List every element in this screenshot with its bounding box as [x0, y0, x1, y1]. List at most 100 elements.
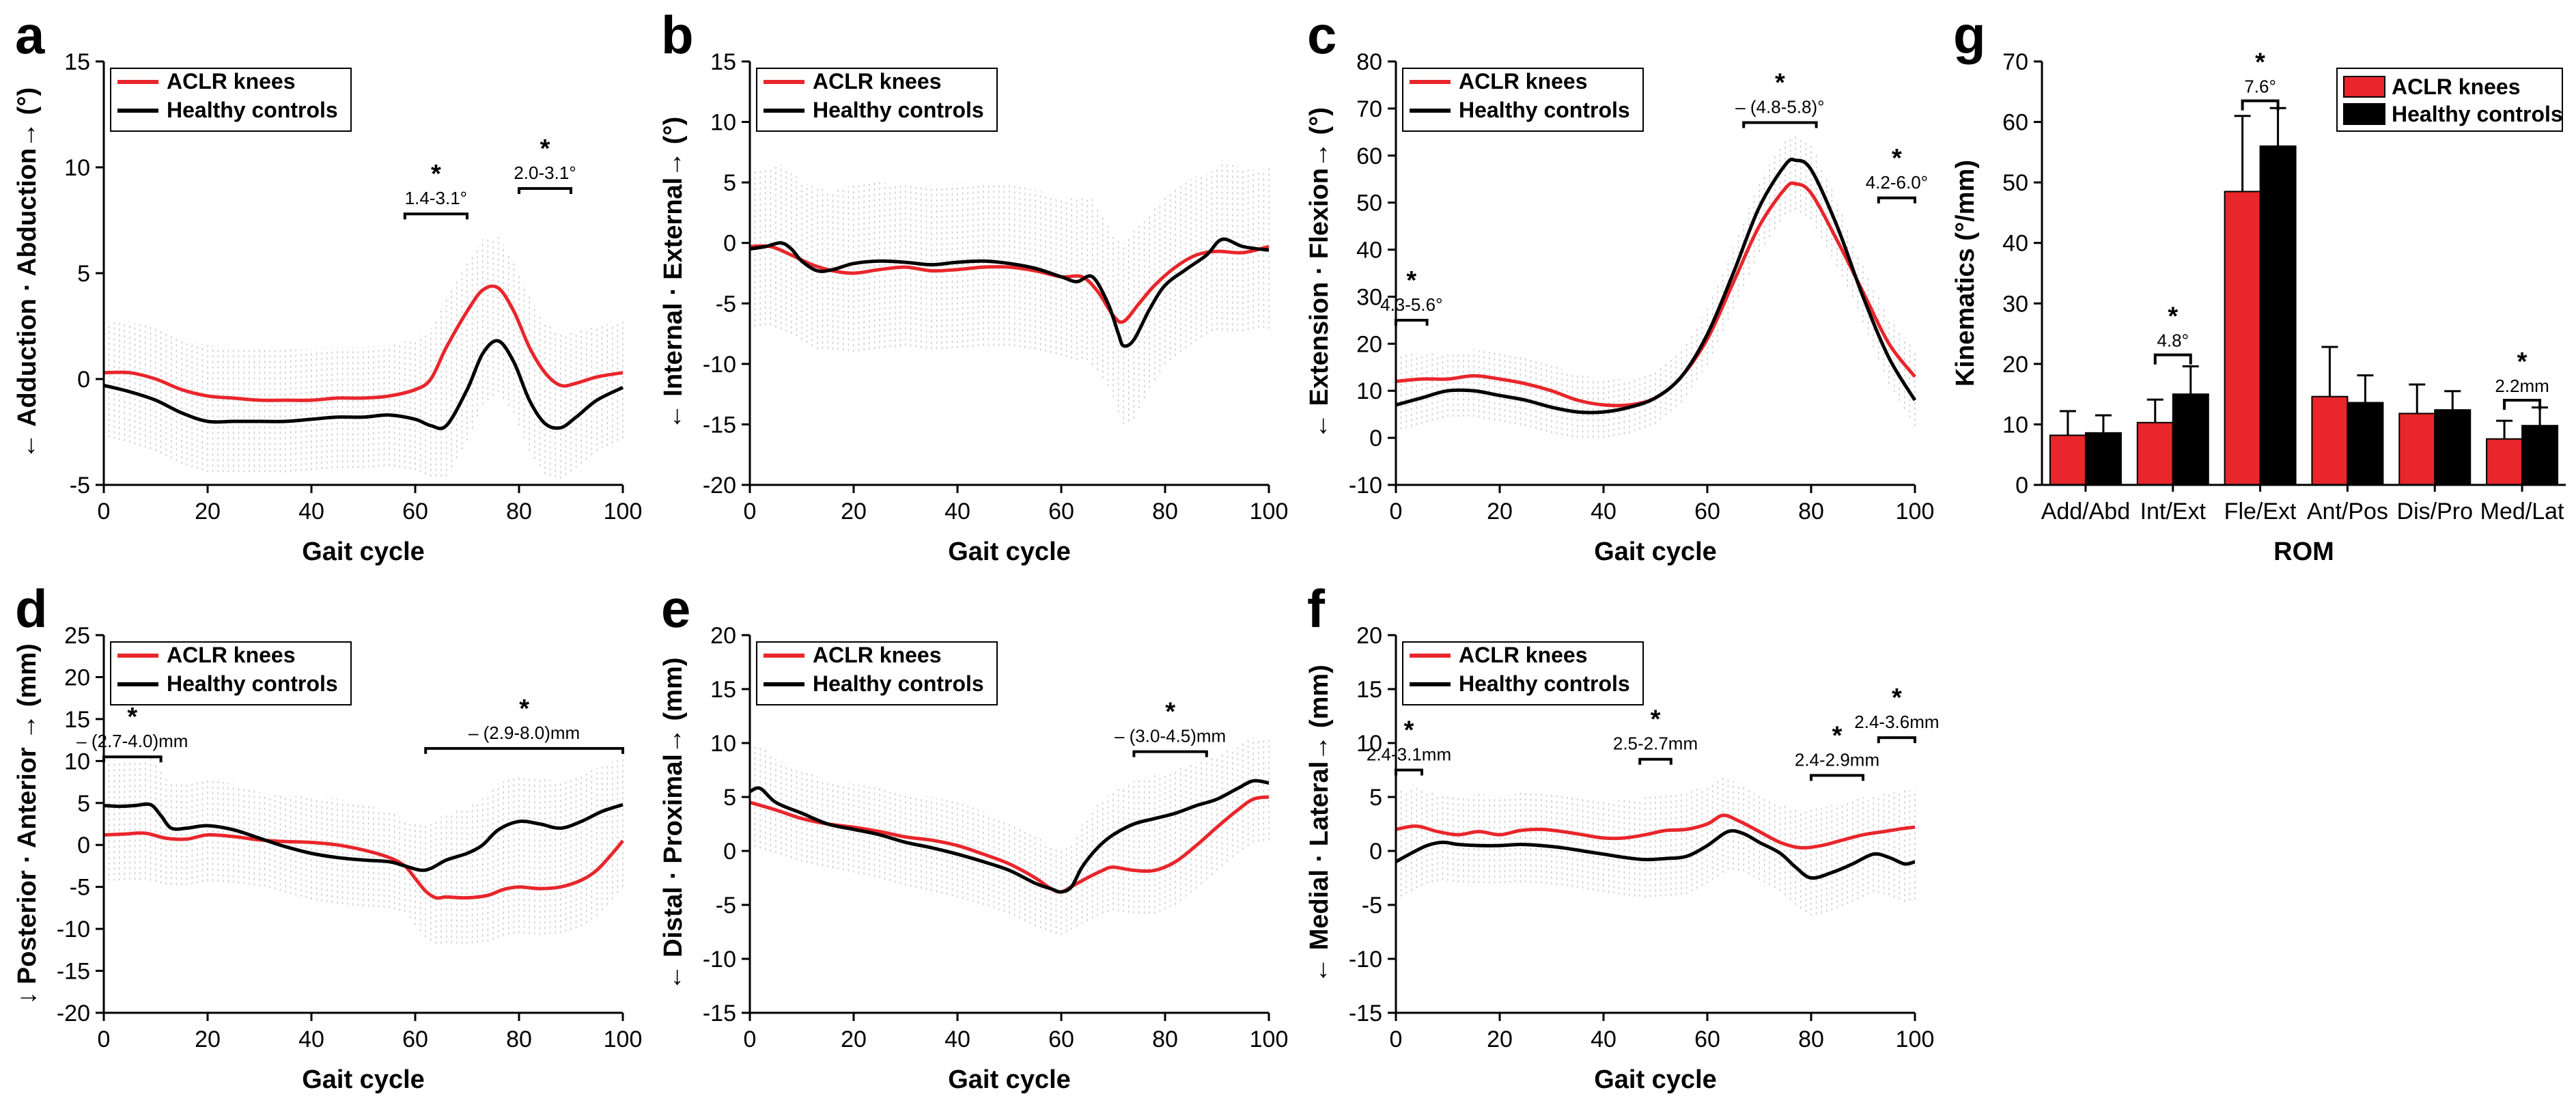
- x-tick-label: 20: [841, 1026, 867, 1052]
- x-tick-label: 0: [744, 499, 757, 524]
- y-tick-label: -10: [1349, 473, 1382, 499]
- y-tick-label: 0: [1369, 425, 1382, 451]
- x-tick-label: 20: [1487, 1026, 1513, 1052]
- y-tick-label: 30: [2002, 291, 2028, 317]
- legend-box: [756, 68, 998, 132]
- significance-range: 4.3-5.6°: [1380, 294, 1442, 315]
- y-tick-label: 50: [1356, 191, 1382, 216]
- x-tick-label: 40: [944, 499, 970, 524]
- y-tick-label: 0: [2015, 473, 2028, 499]
- y-tick-label: 0: [77, 833, 90, 858]
- series-line-hc: [748, 779, 1270, 894]
- legend-label-hc: Healthy controls: [813, 98, 984, 122]
- x-tick-label: 80: [1152, 1026, 1178, 1052]
- significance-star: *: [1165, 698, 1175, 727]
- y-tick-label: 5: [77, 791, 90, 817]
- x-axis-title: Gait cycle: [302, 537, 425, 566]
- x-tick-label: 20: [195, 1026, 221, 1052]
- bar-hc: [2172, 393, 2209, 486]
- significance-star: *: [2168, 303, 2178, 331]
- legend-label-aclr: ACLR knees: [813, 643, 942, 667]
- significance-bracket: [1877, 196, 1916, 204]
- bar-hc: [2434, 409, 2472, 486]
- significance-value: 7.6°: [2244, 76, 2276, 97]
- y-tick-label: 10: [1356, 378, 1382, 404]
- x-tick-label: 60: [1694, 1026, 1720, 1052]
- x-tick-label: 100: [1896, 1026, 1935, 1052]
- x-tick-label: 20: [841, 499, 867, 524]
- x-axis-title: Gait cycle: [302, 1065, 425, 1094]
- y-tick-label: 15: [710, 677, 736, 703]
- significance-star: *: [1832, 721, 1843, 750]
- x-tick-label: 20: [195, 499, 221, 524]
- x-tick-label: 60: [402, 499, 428, 524]
- legend-label-hc: Healthy controls: [813, 671, 984, 696]
- legend-label-hc: Healthy controls: [167, 671, 338, 696]
- y-tick-label: 30: [1356, 284, 1382, 310]
- bar-aclr: [2398, 412, 2436, 486]
- panel-c: -10 0 10 20 30 40 50 60 70 80 0 20 40 60 80 100 Gait cyc…: [1305, 5, 1934, 566]
- y-tick-label: 20: [2002, 352, 2028, 378]
- significance-bracket: [2241, 99, 2280, 111]
- error-bar: [2444, 390, 2461, 410]
- significance-range: – (4.8-5.8)°: [1735, 97, 1824, 117]
- category-label: Fle/Ext: [2224, 499, 2297, 524]
- significance-bracket: [102, 755, 163, 763]
- x-tick-label: 80: [1152, 499, 1178, 524]
- significance-star: *: [2517, 348, 2528, 376]
- legend-box: [756, 641, 998, 705]
- y-tick-label: 20: [710, 623, 736, 649]
- x-tick-label: 40: [1591, 1026, 1616, 1052]
- y-axis-title: Kinematics (°/mm): [1951, 160, 1980, 387]
- significance-bracket: [1132, 750, 1208, 757]
- y-tick-label: -5: [70, 473, 90, 499]
- y-tick-label: 5: [723, 170, 736, 196]
- y-tick-label: 15: [1356, 677, 1382, 703]
- y-tick-label: 20: [1356, 623, 1382, 649]
- significance-star: *: [1892, 684, 1902, 712]
- category-label: Dis/Pro: [2397, 499, 2473, 524]
- y-tick-label: -20: [703, 473, 736, 499]
- significance-range: 1.4-3.1°: [405, 188, 467, 208]
- y-tick-label: 40: [1356, 238, 1382, 264]
- panel-b: -20 -15 -10 -5 0 5 10 15 0 20 40 60 80 100 Gait cycle ←…: [659, 5, 1288, 566]
- significance-star: *: [1406, 266, 1416, 295]
- panel-letter: a: [15, 5, 45, 65]
- significance-range: 2.0-3.1°: [514, 163, 576, 183]
- y-tick-label: 5: [1369, 785, 1382, 811]
- panel-a: -5 0 5 10 15 0 20 40 60 80 100 Gait cycle ← Adductio…: [13, 5, 642, 566]
- significance-star: *: [431, 160, 441, 188]
- significance-range: 2.5-2.7mm: [1613, 733, 1698, 754]
- y-tick-label: 0: [77, 367, 90, 393]
- y-tick-label: 70: [2002, 49, 2028, 75]
- x-axis-title: Gait cycle: [948, 537, 1071, 566]
- y-tick-label: -15: [1349, 1001, 1382, 1026]
- bar-aclr: [2224, 191, 2261, 486]
- significance-range: 2.4-3.1mm: [1367, 744, 1451, 765]
- y-tick-label: -20: [57, 1001, 90, 1026]
- error-bar: [2182, 365, 2199, 395]
- panel-d: -20 -15 -10 -5 0 5 10 15 20 25 0 20 40 60 80 100 Gait cy…: [13, 578, 642, 1094]
- error-bar: [2409, 383, 2426, 414]
- legend-label-hc: Healthy controls: [167, 98, 338, 122]
- x-tick-label: 60: [402, 1026, 428, 1052]
- legend-label-aclr: ACLR knees: [167, 643, 296, 667]
- significance-range: 2.4-2.9mm: [1795, 749, 1879, 770]
- x-tick-label: 100: [604, 499, 643, 524]
- y-tick-label: 5: [77, 261, 90, 287]
- bar-hc: [2084, 432, 2122, 486]
- legend-label-aclr: ACLR knees: [1459, 643, 1588, 667]
- series-line-hc: [749, 237, 1270, 348]
- series-line-hc: [103, 802, 624, 872]
- error-bar: [2234, 115, 2251, 192]
- y-tick-label: 0: [723, 231, 736, 257]
- legend-swatch-hc: [2343, 103, 2385, 125]
- significance-star: *: [1651, 705, 1661, 734]
- series-line-aclr: [103, 284, 624, 402]
- x-tick-label: 60: [1694, 499, 1720, 524]
- category-label: Add/Abd: [2041, 499, 2130, 524]
- x-tick-label: 60: [1048, 499, 1074, 524]
- significance-value: 2.2mm: [2495, 376, 2549, 396]
- legend-label-hc: Healthy controls: [2392, 102, 2563, 126]
